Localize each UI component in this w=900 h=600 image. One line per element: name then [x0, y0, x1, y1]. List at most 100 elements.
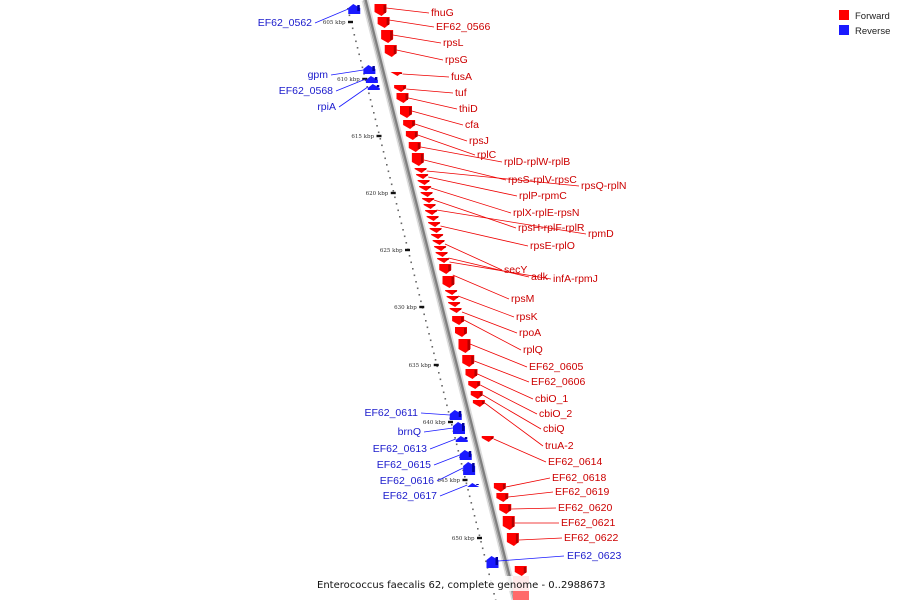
forward-gene-glyph[interactable] — [468, 381, 481, 389]
gene-label-cbio-2[interactable]: cbiO_2 — [539, 408, 572, 420]
forward-gene-glyph[interactable] — [432, 240, 445, 245]
gene-label-rpsj[interactable]: rpsJ — [469, 135, 489, 147]
forward-gene-glyph[interactable] — [472, 400, 485, 407]
forward-gene-glyph[interactable] — [428, 222, 441, 227]
forward-gene-glyph[interactable] — [431, 234, 444, 239]
forward-gene-glyph[interactable] — [514, 566, 527, 576]
gene-label-ef62-0616[interactable]: EF62_0616 — [380, 475, 434, 487]
gene-label-rpmd[interactable]: rpmD — [588, 228, 614, 240]
gene-label-secy[interactable]: secY — [504, 264, 527, 276]
gene-label-ef62-0566[interactable]: EF62_0566 — [436, 21, 490, 33]
gene-label-ef62-0620[interactable]: EF62_0620 — [558, 502, 612, 514]
forward-gene-glyph[interactable] — [506, 533, 519, 546]
forward-gene-glyph[interactable] — [419, 186, 432, 191]
gene-label-ef62-0611[interactable]: EF62_0611 — [364, 407, 418, 419]
reverse-gene-glyph[interactable] — [365, 76, 378, 83]
gene-label-rpld-rplw-rplb[interactable]: rplD-rplW-rplB — [504, 156, 570, 168]
gene-label-brnq[interactable]: brnQ — [398, 426, 421, 438]
reverse-gene-glyph[interactable] — [453, 422, 465, 434]
forward-gene-glyph[interactable] — [400, 106, 412, 118]
forward-gene-glyph[interactable] — [499, 504, 512, 514]
gene-label-fusa[interactable]: fusA — [451, 71, 472, 83]
reverse-gene-glyph[interactable] — [486, 556, 499, 568]
reverse-gene-glyph[interactable] — [463, 462, 476, 475]
forward-gene-glyph[interactable] — [493, 483, 506, 492]
forward-gene-glyph[interactable] — [442, 276, 455, 288]
forward-gene-glyph[interactable] — [470, 391, 483, 399]
gene-label-rpsl[interactable]: rpsL — [443, 37, 464, 49]
forward-gene-glyph[interactable] — [374, 4, 387, 16]
forward-gene-glyph[interactable] — [384, 45, 397, 57]
forward-gene-glyph[interactable] — [394, 85, 407, 92]
gene-label-ef62-0562[interactable]: EF62_0562 — [258, 17, 312, 29]
forward-gene-glyph[interactable] — [458, 339, 471, 353]
forward-gene-glyph[interactable] — [481, 436, 494, 442]
reverse-gene-glyph[interactable] — [367, 84, 380, 90]
forward-gene-glyph[interactable] — [429, 228, 442, 233]
reverse-gene-glyph[interactable] — [363, 65, 376, 74]
gene-label-rplq[interactable]: rplQ — [523, 344, 543, 356]
gene-label-rpsk[interactable]: rpsK — [516, 311, 538, 323]
forward-gene-glyph[interactable] — [496, 493, 509, 502]
gene-label-cfa[interactable]: cfa — [465, 119, 479, 131]
gene-label-gpm[interactable]: gpm — [308, 69, 329, 81]
reverse-gene-glyph[interactable] — [467, 483, 480, 487]
forward-gene-glyph[interactable] — [396, 93, 409, 103]
gene-label-rpss-rplv-rpsc[interactable]: rpsS-rplV-rpsC — [508, 174, 577, 186]
gene-label-ef62-0605[interactable]: EF62_0605 — [529, 361, 583, 373]
forward-gene-glyph[interactable] — [502, 516, 515, 530]
reverse-gene-glyph[interactable] — [449, 410, 462, 420]
forward-gene-glyph[interactable] — [377, 17, 390, 28]
gene-label-ef62-0614[interactable]: EF62_0614 — [548, 456, 602, 468]
forward-gene-glyph[interactable] — [408, 142, 421, 152]
gene-label-rpsm[interactable]: rpsM — [511, 293, 534, 305]
gene-label-infa-rpmj[interactable]: infA-rpmJ — [553, 273, 598, 285]
reverse-gene-glyph[interactable] — [459, 450, 472, 460]
forward-gene-glyph[interactable] — [390, 72, 403, 76]
gene-label-rplp-rpmc[interactable]: rplP-rpmC — [519, 190, 567, 202]
forward-gene-glyph[interactable] — [435, 252, 448, 257]
gene-label-ef62-0613[interactable]: EF62_0613 — [373, 443, 427, 455]
gene-label-rpse-rplo[interactable]: rpsE-rplO — [530, 240, 575, 252]
gene-label-rpsh-rplf-rplr[interactable]: rpsH-rplF-rplR — [518, 222, 585, 234]
forward-gene-glyph[interactable] — [405, 131, 418, 140]
gene-label-ef62-0621[interactable]: EF62_0621 — [561, 517, 615, 529]
forward-gene-glyph[interactable] — [381, 30, 394, 43]
forward-gene-glyph[interactable] — [452, 316, 465, 325]
gene-label-fhug[interactable]: fhuG — [431, 7, 454, 19]
gene-label-rpoa[interactable]: rpoA — [519, 327, 541, 339]
forward-gene-glyph[interactable] — [445, 290, 458, 295]
gene-label-adk[interactable]: adk — [531, 271, 549, 283]
forward-gene-glyph[interactable] — [414, 168, 427, 173]
forward-gene-glyph[interactable] — [422, 198, 435, 203]
gene-label-trua-2[interactable]: truA-2 — [545, 440, 574, 452]
gene-label-ef62-0623[interactable]: EF62_0623 — [567, 550, 621, 562]
gene-label-ef62-0606[interactable]: EF62_0606 — [531, 376, 585, 388]
forward-gene-glyph[interactable] — [420, 192, 433, 197]
gene-label-rpsg[interactable]: rpsG — [445, 54, 468, 66]
forward-gene-glyph[interactable] — [439, 264, 452, 274]
forward-gene-glyph[interactable] — [425, 210, 438, 215]
forward-gene-glyph[interactable] — [448, 302, 461, 307]
gene-label-rplc[interactable]: rplC — [477, 149, 497, 161]
gene-label-ef62-0617[interactable]: EF62_0617 — [383, 490, 437, 502]
gene-label-thid[interactable]: thiD — [459, 103, 478, 115]
forward-gene-glyph[interactable] — [417, 180, 430, 185]
forward-gene-glyph[interactable] — [423, 204, 436, 209]
forward-gene-glyph[interactable] — [462, 355, 475, 367]
forward-gene-glyph[interactable] — [455, 327, 467, 337]
gene-label-ef62-0618[interactable]: EF62_0618 — [552, 472, 606, 484]
forward-gene-glyph[interactable] — [426, 216, 439, 221]
gene-label-ef62-0622[interactable]: EF62_0622 — [564, 532, 618, 544]
forward-gene-glyph[interactable] — [411, 153, 424, 166]
gene-label-cbiq[interactable]: cbiQ — [543, 423, 565, 435]
forward-gene-glyph[interactable] — [465, 369, 478, 379]
reverse-gene-glyph[interactable] — [348, 4, 361, 14]
forward-gene-glyph[interactable] — [446, 296, 459, 301]
gene-label-ef62-0568[interactable]: EF62_0568 — [279, 85, 333, 97]
gene-label-rpsq-rpln[interactable]: rpsQ-rplN — [581, 180, 627, 192]
gene-label-cbio-1[interactable]: cbiO_1 — [535, 393, 568, 405]
forward-gene-glyph[interactable] — [416, 174, 429, 179]
forward-gene-glyph[interactable] — [437, 258, 450, 263]
gene-label-ef62-0615[interactable]: EF62_0615 — [377, 459, 431, 471]
